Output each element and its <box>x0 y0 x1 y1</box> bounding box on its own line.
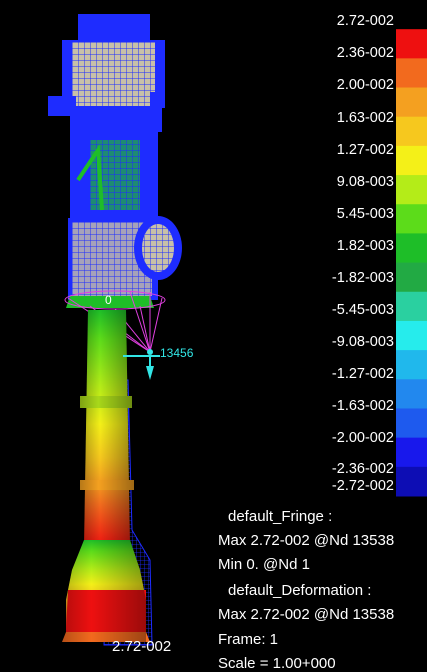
fringe-title: default_Fringe : <box>228 508 333 525</box>
legend-tick-label: 2.72-002 <box>336 13 394 29</box>
fringe-legend-bar <box>396 0 427 497</box>
fringe-min: Min 0. @Nd 1 <box>218 556 310 573</box>
legend-tick-label: -1.63-002 <box>331 398 394 414</box>
legend-swatch <box>396 408 427 439</box>
legend-swatch <box>396 379 427 409</box>
legend-swatch <box>396 291 427 322</box>
node-marker-label: 0 <box>105 293 112 307</box>
legend-swatch <box>396 233 427 264</box>
legend-swatch <box>396 466 427 497</box>
discharge-head <box>66 216 182 308</box>
legend-swatch <box>396 87 427 118</box>
deformation-max: Max 2.72-002 @Nd 13538 <box>218 606 395 623</box>
legend-tick-label: 1.82-003 <box>336 238 394 254</box>
legend-tick-label: 1.27-002 <box>336 142 394 158</box>
legend-tick-label: -2.36-002 <box>331 461 394 477</box>
legend-tick-label: 2.36-002 <box>336 45 394 61</box>
legend-swatch <box>396 262 427 293</box>
legend-swatch <box>396 320 427 351</box>
legend-swatch <box>396 175 427 205</box>
legend-tick-label: -2.72-002 <box>331 478 394 494</box>
motor-stand <box>70 108 158 220</box>
legend-tick-label: 5.45-003 <box>336 206 394 222</box>
legend-swatch <box>396 116 427 147</box>
legend-tick-label: -5.45-003 <box>331 302 394 318</box>
legend-swatch <box>396 437 427 468</box>
legend-tick-label: 9.08-003 <box>336 174 394 190</box>
legend-tick-label: -1.82-003 <box>331 270 394 286</box>
legend-swatch <box>396 145 427 176</box>
legend-tick-label: -2.00-002 <box>331 430 394 446</box>
fringe-max: Max 2.72-002 @Nd 13538 <box>218 532 395 549</box>
legend-tick-label: -1.27-002 <box>331 366 394 382</box>
legend-tick-label: 1.63-002 <box>336 110 394 126</box>
motor-housing <box>48 14 165 132</box>
legend-swatch <box>396 350 427 380</box>
legend-tick-label: -9.08-003 <box>331 334 394 350</box>
node-id-label: 13456 <box>160 346 194 360</box>
max-value-label: 2.72-002 <box>112 638 172 655</box>
frame-label: Frame: 1 <box>218 631 279 648</box>
deformation-title: default_Deformation : <box>228 582 372 599</box>
legend-tick-label: 2.00-002 <box>336 77 394 93</box>
legend-swatch <box>396 29 427 59</box>
legend-swatch <box>396 204 427 234</box>
legend-swatch <box>396 0 427 30</box>
column-pipe <box>62 310 150 642</box>
node-marker <box>123 349 160 380</box>
scale-label: Scale = 1.00+000 <box>218 655 336 672</box>
legend-swatch <box>396 58 427 89</box>
